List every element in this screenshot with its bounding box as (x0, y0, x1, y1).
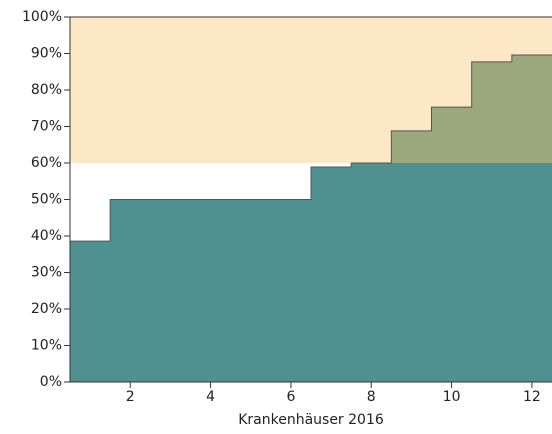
step-line (70, 54, 552, 242)
x-tick-label: 4 (206, 389, 215, 405)
y-tick-label: 10% (31, 338, 62, 354)
step-bar (471, 163, 513, 382)
step-bar (351, 163, 392, 382)
step-bar (311, 167, 352, 382)
y-tick-label: 20% (31, 301, 62, 317)
step-bar (110, 199, 151, 382)
step-bar (431, 163, 472, 382)
y-tick-label: 50% (31, 192, 62, 208)
y-tick-label: 0% (40, 374, 62, 390)
y-tick-label: 80% (31, 82, 62, 98)
step-bar-above (391, 130, 432, 163)
step-bar (150, 199, 191, 382)
step-bar-above (431, 107, 472, 163)
y-tick-label: 30% (31, 265, 62, 281)
step-bar (70, 241, 111, 382)
x-tick-label: 8 (367, 389, 376, 405)
step-bar-above (471, 61, 513, 163)
y-tick-label: 100% (22, 9, 62, 25)
y-tick-label: 60% (31, 155, 62, 171)
step-bar (391, 163, 432, 382)
x-tick-label: 2 (126, 389, 135, 405)
x-tick-label: 6 (286, 389, 295, 405)
y-tick-label: 90% (31, 46, 62, 62)
x-tick-label: 10 (443, 389, 461, 405)
step-bar (270, 199, 312, 382)
x-axis-label: Krankenhäuser 2016 (238, 412, 384, 428)
step-bar (511, 163, 552, 382)
step-bar (190, 199, 231, 382)
x-tick-label: 12 (523, 389, 541, 405)
y-tick-label: 70% (31, 119, 62, 135)
step-bar-above (511, 54, 552, 163)
y-tick-label: 40% (31, 228, 62, 244)
step-bar (230, 199, 272, 382)
